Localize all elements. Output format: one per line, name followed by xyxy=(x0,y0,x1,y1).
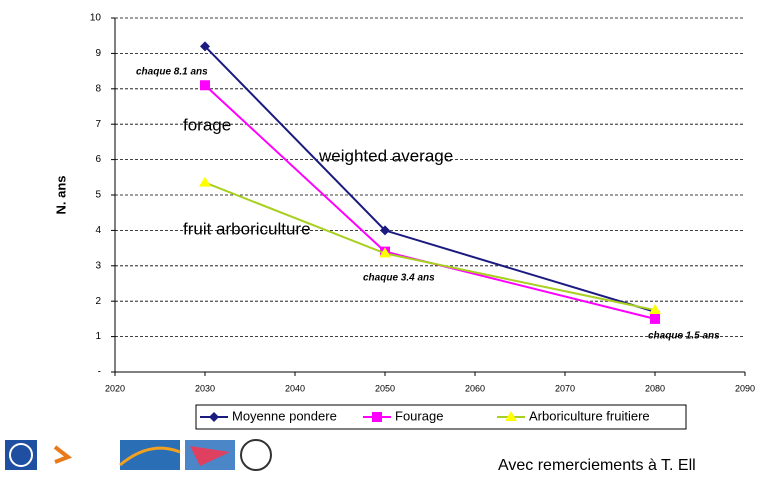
y-tick-label: 5 xyxy=(95,190,101,201)
legend-label: Arboriculture fruitiere xyxy=(529,408,650,423)
marker xyxy=(200,41,210,52)
legend-marker xyxy=(505,411,517,421)
x-tick-label: 2030 xyxy=(195,383,215,393)
marker xyxy=(649,304,661,315)
marker xyxy=(380,225,390,236)
y-tick-label: - xyxy=(98,367,101,378)
legend-marker xyxy=(372,412,382,422)
x-tick-label: 2050 xyxy=(375,383,395,393)
annotation: forage xyxy=(183,115,231,134)
x-tick-label: 2070 xyxy=(555,383,575,393)
legend-marker xyxy=(209,412,219,422)
x-tick-label: 2060 xyxy=(465,383,485,393)
legend-label: Fourage xyxy=(395,408,443,423)
annotation: chaque 1.5 ans xyxy=(648,331,720,342)
legend-label: Moyenne pondere xyxy=(232,408,337,423)
footer: Avec remerciements à T. Ell xyxy=(498,457,696,474)
marker xyxy=(200,80,210,91)
annotation: fruit arboriculture xyxy=(183,219,311,238)
x-tick-label: 2090 xyxy=(735,383,755,393)
logos xyxy=(5,439,272,471)
y-tick-label: 9 xyxy=(95,48,101,59)
legend-box xyxy=(195,404,687,430)
y-tick-label: 3 xyxy=(95,260,101,271)
y-tick-label: 6 xyxy=(95,154,101,165)
y-tick-label: 8 xyxy=(95,83,101,94)
annotation: chaque 3.4 ans xyxy=(363,273,435,284)
x-tick-label: 2020 xyxy=(105,383,125,393)
annotation: weighted average xyxy=(318,146,453,165)
y-tick-label: 4 xyxy=(95,225,101,236)
marker xyxy=(650,313,660,324)
marker xyxy=(199,176,211,187)
y-tick-label: 10 xyxy=(90,13,102,24)
y-tick-label: 7 xyxy=(95,119,101,130)
series-line xyxy=(204,84,656,320)
annotation: chaque 8.1 ans xyxy=(136,67,208,78)
x-tick-label: 2080 xyxy=(645,383,665,393)
y-tick-label: 1 xyxy=(95,331,101,342)
x-tick-label: 2040 xyxy=(285,383,305,393)
marker xyxy=(379,247,391,258)
y-axis-label: N. ans xyxy=(53,175,68,214)
y-tick-label: 2 xyxy=(95,296,101,307)
